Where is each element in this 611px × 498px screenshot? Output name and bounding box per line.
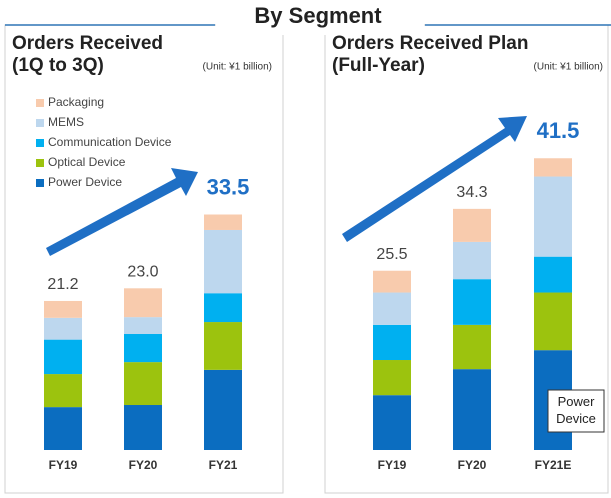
- bar-segment: [534, 292, 572, 351]
- page-title: By Segment: [254, 3, 382, 28]
- bar-segment: [124, 362, 162, 406]
- annotation: Power Device: [556, 394, 596, 426]
- bar-segment: [534, 158, 572, 177]
- x-tick-label: FY21E: [535, 458, 572, 472]
- bar-segment: [204, 293, 242, 323]
- legend-label: Power Device: [48, 175, 122, 189]
- bar-segment: [44, 300, 82, 318]
- legend-label: Packaging: [48, 95, 104, 109]
- bar-segment: [534, 176, 572, 257]
- bar-segment: [204, 322, 242, 370]
- x-tick-label: FY20: [129, 458, 158, 472]
- bar-segment: [453, 369, 491, 450]
- growth-arrow: [342, 116, 527, 242]
- legend-swatch: [36, 139, 44, 147]
- bar-segment: [124, 288, 162, 318]
- total-label: 34.3: [456, 184, 487, 201]
- title-bg: [216, 5, 424, 35]
- x-tick-label: FY20: [458, 458, 487, 472]
- legend-swatch: [36, 99, 44, 107]
- legend-swatch: [36, 119, 44, 127]
- bar-segment: [204, 369, 242, 450]
- total-label: 21.2: [47, 276, 78, 293]
- legend-label: Optical Device: [48, 155, 126, 169]
- legend-label: Communication Device: [48, 135, 172, 149]
- legend-label: MEMS: [48, 115, 84, 129]
- bar-segment: [44, 339, 82, 375]
- chart-subtitle: (Full-Year): [332, 55, 425, 76]
- bar-segment: [453, 279, 491, 325]
- x-tick-label: FY21: [209, 458, 238, 472]
- chart-title: Orders Received: [12, 33, 163, 54]
- bar-segment: [204, 229, 242, 294]
- unit-note: (Unit: ¥1 billion): [203, 62, 272, 73]
- bar-segment: [44, 374, 82, 408]
- bar-segment: [453, 324, 491, 370]
- bar-segment: [453, 208, 491, 242]
- bar-segment: [373, 292, 411, 325]
- bar-segment: [373, 360, 411, 396]
- x-tick-label: FY19: [378, 458, 407, 472]
- bar-segment: [124, 405, 162, 450]
- bar-segment: [534, 256, 572, 293]
- chart-subtitle: (1Q to 3Q): [12, 55, 104, 76]
- chart-title: Orders Received Plan: [332, 33, 528, 54]
- total-label: 41.5: [537, 118, 580, 143]
- bar-segment: [124, 317, 162, 335]
- bar-segment: [373, 324, 411, 361]
- bar-segment: [124, 334, 162, 363]
- legend-swatch: [36, 159, 44, 167]
- unit-note: (Unit: ¥1 billion): [534, 62, 603, 73]
- bar-segment: [204, 214, 242, 230]
- bar-segment: [373, 395, 411, 450]
- bar-segment: [44, 317, 82, 340]
- legend-swatch: [36, 179, 44, 187]
- x-tick-label: FY19: [49, 458, 78, 472]
- bar-segment: [44, 407, 82, 450]
- total-label: 33.5: [207, 174, 250, 199]
- total-label: 23.0: [127, 264, 158, 281]
- growth-arrow: [46, 168, 198, 256]
- bar-segment: [453, 241, 491, 280]
- bar-segment: [373, 270, 411, 293]
- total-label: 25.5: [376, 246, 407, 263]
- annotation-box: [547, 389, 605, 433]
